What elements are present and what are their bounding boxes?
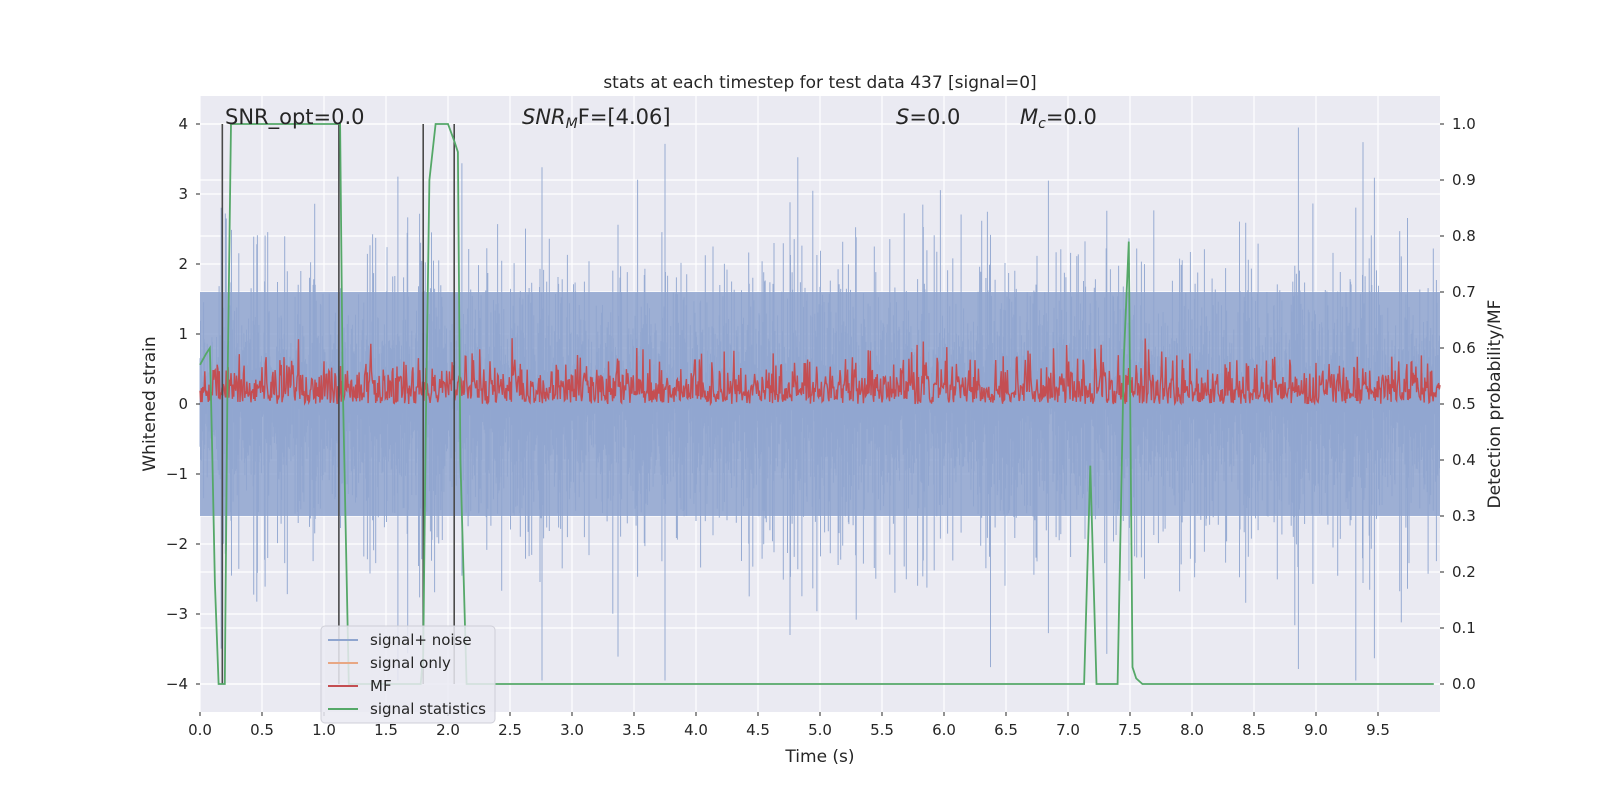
- series-mf: [199, 338, 1441, 407]
- x-tick-label: 2.5: [498, 721, 522, 739]
- y-right-tick-label: 0.3: [1452, 507, 1476, 525]
- annotation-snr-opt: SNR_opt=0.0: [225, 105, 365, 130]
- y-axis-left-label: Whitened strain: [140, 336, 160, 471]
- x-tick-label: 8.0: [1180, 721, 1204, 739]
- x-tick-label: 6.0: [932, 721, 956, 739]
- y-right-tick-label: 1.0: [1452, 115, 1476, 133]
- signal-noise-core: [200, 292, 1440, 516]
- series-signal-statistics: [199, 123, 1434, 685]
- x-tick-label: 2.0: [436, 721, 460, 739]
- series-signal-noise: [199, 127, 1440, 681]
- x-tick-label: 7.0: [1056, 721, 1080, 739]
- legend-box: [320, 625, 496, 724]
- x-axis-label: Time (s): [784, 747, 854, 767]
- y-left-tick-label: 0: [178, 395, 188, 413]
- y-right-tick-label: 0.4: [1452, 451, 1476, 469]
- y-axis-right-label: Detection probability/MF: [1485, 300, 1505, 509]
- y-right-tick-label: 0.1: [1452, 619, 1476, 637]
- y-right-tick-label: 0.5: [1452, 395, 1476, 413]
- axis-ticks: 0.0 0.5 1.0 1.5 2.0 2.5 3.0 3.5 4.0 4.5 5.0 5.5 6.0 6…: [166, 115, 1476, 739]
- y-left-tick-label: 4: [178, 115, 188, 133]
- y-right-tick-label: 0.6: [1452, 339, 1476, 357]
- y-left-tick-label: 1: [178, 325, 188, 343]
- y-right-tick-label: 0.9: [1452, 171, 1476, 189]
- x-tick-label: 9.5: [1366, 721, 1390, 739]
- x-tick-label: 4.5: [746, 721, 770, 739]
- x-tick-label: 3.5: [622, 721, 646, 739]
- x-tick-label: 1.5: [374, 721, 398, 739]
- signal-statistics-line: [199, 123, 1434, 685]
- x-tick-label: 8.5: [1242, 721, 1266, 739]
- annotation-mc: Mc=0.0: [1020, 105, 1097, 132]
- legend: signal+ noise signal only MF signal stat…: [320, 625, 496, 724]
- legend-label-signal-noise: signal+ noise: [370, 631, 472, 649]
- y-left-tick-label: 3: [178, 185, 188, 203]
- annotation-snr-mf: SNRMF=[4.06]: [522, 105, 671, 132]
- y-left-tick-label: 2: [178, 255, 188, 273]
- mf-line: [199, 338, 1441, 407]
- y-left-tick-label: −4: [166, 675, 188, 693]
- x-tick-label: 5.5: [870, 721, 894, 739]
- x-tick-label: 0.0: [188, 721, 212, 739]
- x-tick-label: 9.0: [1304, 721, 1328, 739]
- x-tick-label: 4.0: [684, 721, 708, 739]
- x-tick-label: 3.0: [560, 721, 584, 739]
- x-tick-label: 0.5: [250, 721, 274, 739]
- y-right-tick-label: 0.0: [1452, 675, 1476, 693]
- y-right-tick-label: 0.2: [1452, 563, 1476, 581]
- y-right-tick-label: 0.7: [1452, 283, 1476, 301]
- y-left-tick-label: −3: [166, 605, 188, 623]
- chart-title: stats at each timestep for test data 437…: [603, 73, 1036, 93]
- y-left-tick-label: −2: [166, 535, 188, 553]
- x-tick-label: 1.0: [312, 721, 336, 739]
- y-right-tick-label: 0.8: [1452, 227, 1476, 245]
- legend-label-signal-only: signal only: [370, 654, 451, 672]
- legend-label-mf: MF: [370, 677, 392, 695]
- legend-label-signal-statistics: signal statistics: [370, 700, 486, 718]
- x-tick-label: 7.5: [1118, 721, 1142, 739]
- y-left-tick-label: −1: [166, 465, 188, 483]
- x-tick-label: 6.5: [994, 721, 1018, 739]
- annotation-s: S=0.0: [896, 105, 960, 129]
- x-tick-label: 5.0: [808, 721, 832, 739]
